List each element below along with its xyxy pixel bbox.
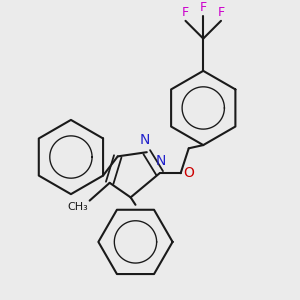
Text: N: N: [155, 154, 166, 168]
Text: F: F: [182, 6, 189, 19]
Text: F: F: [200, 1, 207, 14]
Text: N: N: [140, 133, 150, 147]
Text: CH₃: CH₃: [67, 202, 88, 212]
Text: F: F: [218, 6, 225, 19]
Text: O: O: [183, 166, 194, 180]
